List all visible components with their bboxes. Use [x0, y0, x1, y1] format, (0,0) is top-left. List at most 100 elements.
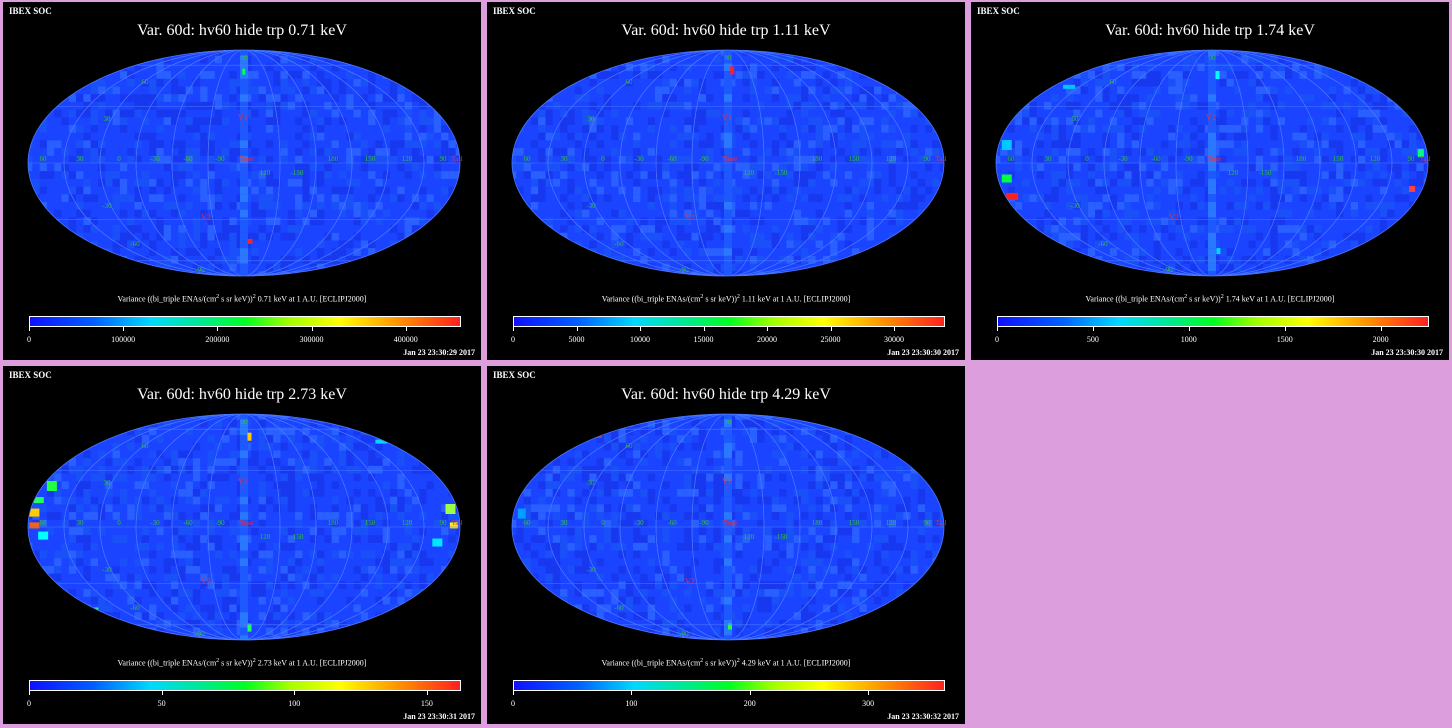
data-cell — [455, 155, 460, 164]
data-cell — [98, 78, 106, 87]
data-cell — [90, 496, 98, 505]
data-cell — [1124, 50, 1132, 56]
data-cell — [1423, 217, 1428, 226]
data-cell — [866, 232, 874, 241]
data-cell — [360, 414, 369, 420]
data-cell — [706, 171, 714, 179]
data-cell — [419, 450, 427, 459]
data-cell — [903, 109, 911, 118]
data-cell — [448, 550, 456, 559]
data-cell — [375, 178, 383, 187]
data-cell — [214, 473, 223, 482]
data-cell — [1314, 248, 1322, 256]
data-cell — [903, 427, 911, 436]
data-cell — [618, 519, 626, 528]
data-cell — [866, 496, 874, 505]
data-cell — [1379, 171, 1388, 179]
data-cell — [567, 255, 575, 264]
data-cell — [1087, 209, 1096, 218]
data-cell — [888, 240, 896, 249]
data-cell — [229, 465, 237, 474]
center-stripe-cell — [240, 240, 248, 249]
data-cell — [698, 94, 707, 102]
data-cell — [404, 489, 412, 497]
data-cell — [448, 414, 456, 420]
graticule — [996, 50, 1428, 276]
data-cell — [98, 94, 106, 102]
data-cell — [112, 627, 120, 636]
data-cell — [910, 427, 918, 436]
data-cell — [757, 596, 765, 605]
data-cell — [171, 50, 179, 56]
data-cell — [302, 194, 310, 202]
data-cell — [512, 186, 517, 195]
colorbar-tick-mark — [1092, 327, 1094, 331]
data-cell — [1073, 163, 1081, 172]
data-cell — [574, 86, 582, 95]
data-cell — [815, 155, 823, 164]
data-cell — [1036, 132, 1045, 141]
v2-label: V2 — [201, 577, 211, 586]
data-cell — [1058, 248, 1066, 256]
data-cell — [1270, 232, 1278, 241]
data-cell — [287, 612, 296, 620]
data-cell — [567, 202, 575, 210]
data-cell — [98, 140, 106, 149]
data-cell — [545, 178, 553, 187]
data-cell — [939, 71, 944, 79]
data-cell — [156, 125, 164, 133]
data-cell — [229, 217, 237, 226]
data-cell — [324, 55, 332, 64]
data-cell — [207, 535, 215, 543]
data-cell — [185, 427, 193, 436]
data-cell — [1277, 194, 1285, 202]
data-cell — [368, 86, 376, 95]
data-cell — [433, 140, 442, 149]
data-cell — [662, 535, 670, 543]
data-cell — [112, 496, 120, 505]
data-cell — [1087, 71, 1096, 79]
data-cell — [251, 232, 259, 241]
data-cell — [127, 217, 135, 226]
data-cell — [888, 140, 896, 149]
data-cell — [735, 627, 743, 636]
data-cell — [1365, 94, 1373, 102]
data-cell — [83, 450, 91, 459]
data-cell — [1000, 148, 1008, 156]
data-cell — [419, 202, 427, 210]
data-cell — [317, 596, 325, 605]
data-cell — [1219, 63, 1227, 72]
data-cell — [419, 186, 427, 195]
data-cell — [1029, 109, 1037, 118]
data-cell — [512, 496, 517, 505]
data-cell — [419, 248, 427, 256]
data-cell — [32, 209, 40, 218]
center-stripe-cell — [724, 78, 732, 87]
data-cell — [112, 473, 120, 482]
data-cell — [1058, 63, 1066, 72]
data-cell — [134, 263, 142, 272]
data-cell — [1270, 163, 1278, 172]
data-cell — [455, 50, 460, 56]
data-cell — [331, 573, 339, 582]
data-cell — [265, 186, 274, 195]
data-cell — [1394, 232, 1402, 241]
data-cell — [419, 573, 427, 582]
data-cell — [822, 50, 831, 56]
data-cell — [455, 225, 460, 233]
data-cell — [375, 619, 383, 628]
data-cell — [582, 489, 590, 497]
data-cell — [411, 612, 420, 620]
data-cell — [1182, 271, 1191, 276]
data-cell — [302, 125, 310, 133]
colorbar-tick-label: 20000 — [757, 335, 778, 344]
data-cell — [1372, 148, 1380, 156]
data-cell — [68, 194, 77, 202]
center-stripe-cell — [724, 140, 732, 149]
data-cell — [676, 217, 685, 226]
data-cell — [1036, 163, 1045, 172]
data-cell — [61, 271, 69, 276]
data-cell — [1292, 171, 1300, 179]
data-cell — [1306, 209, 1315, 218]
data-cell — [90, 140, 98, 149]
